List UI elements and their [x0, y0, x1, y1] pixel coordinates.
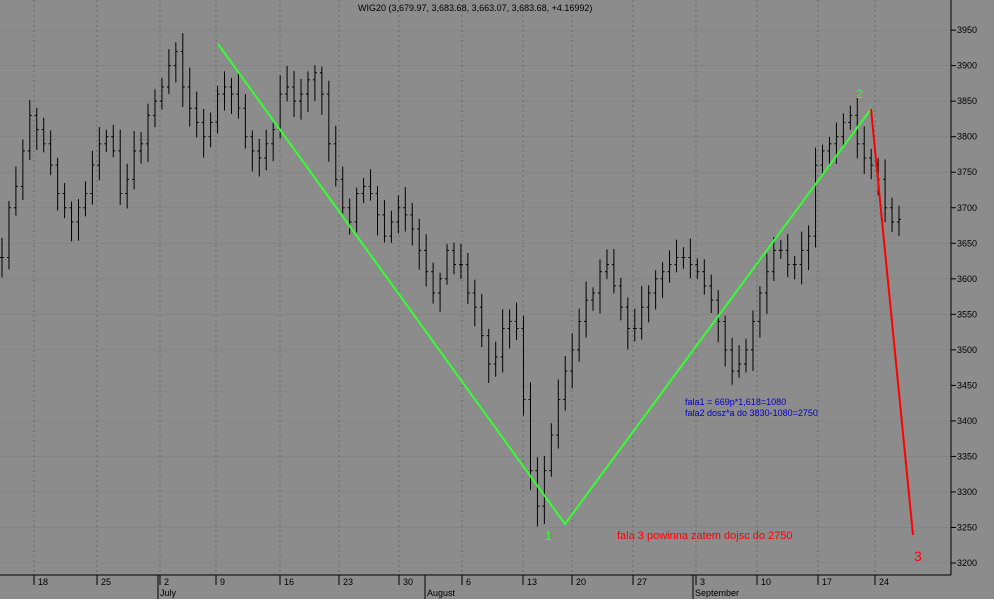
y-tick-label: 3300 — [957, 487, 977, 497]
wave-label-2: 2 — [856, 87, 863, 101]
x-tick-label: 9 — [220, 577, 225, 587]
x-tick-label: 30 — [403, 577, 413, 587]
y-tick-label: 3850 — [957, 96, 977, 106]
x-tick-label: 18 — [38, 577, 48, 587]
wave-line — [217, 43, 872, 526]
x-axis: 18 25 2 9 16 23 30 6 13 20 27 3 10 17 24 July August Sept… — [33, 575, 889, 599]
month-label: September — [695, 588, 739, 598]
fibonacci-note-line-1: fala1 = 669p*1,618=1080 — [685, 397, 786, 407]
y-tick-label: 3750 — [957, 167, 977, 177]
x-tick-label: 16 — [284, 577, 294, 587]
y-tick-label: 3500 — [957, 345, 977, 355]
chart-title: WIG20 (3,679.97, 3,683.68, 3,663.07, 3,6… — [358, 3, 592, 13]
y-tick-label: 3700 — [957, 203, 977, 213]
wave-overlay — [217, 43, 914, 536]
fibonacci-note-line-2: fala2 dosz*a do 3830-1080=2750 — [685, 408, 818, 418]
target-note: fala 3 powinna zatem dojsc do 2750 — [617, 530, 793, 542]
x-tick-label: 23 — [343, 577, 353, 587]
x-tick-label: 10 — [761, 577, 771, 587]
x-tick-label: 2 — [164, 577, 169, 587]
y-tick-label: 3650 — [957, 238, 977, 248]
y-tick-label: 3450 — [957, 380, 977, 390]
x-tick-label: 24 — [879, 577, 889, 587]
y-tick-label: 3900 — [957, 61, 977, 71]
x-tick-label: 13 — [527, 577, 537, 587]
wave-label-3: 3 — [914, 548, 922, 564]
y-tick-label: 3350 — [957, 451, 977, 461]
month-label: July — [160, 588, 177, 598]
y-tick-label: 3550 — [957, 309, 977, 319]
y-tick-label: 3250 — [957, 522, 977, 532]
x-tick-label: 27 — [637, 577, 647, 587]
y-tick-label: 3400 — [957, 416, 977, 426]
month-label: August — [427, 588, 456, 598]
y-tick-label: 3800 — [957, 132, 977, 142]
y-tick-label: 3950 — [957, 25, 977, 35]
x-tick-label: 25 — [101, 577, 111, 587]
y-axis: 3200 3250 3300 3350 3400 3450 3500 3550 3600 3650… — [951, 25, 977, 568]
x-tick-label: 3 — [700, 577, 705, 587]
y-tick-label: 3600 — [957, 274, 977, 284]
projection-line — [870, 108, 914, 536]
x-tick-label: 17 — [822, 577, 832, 587]
y-tick-label: 3200 — [957, 558, 977, 568]
wave-label-1: 1 — [545, 529, 552, 543]
x-tick-label: 6 — [466, 577, 471, 587]
x-tick-label: 20 — [576, 577, 586, 587]
